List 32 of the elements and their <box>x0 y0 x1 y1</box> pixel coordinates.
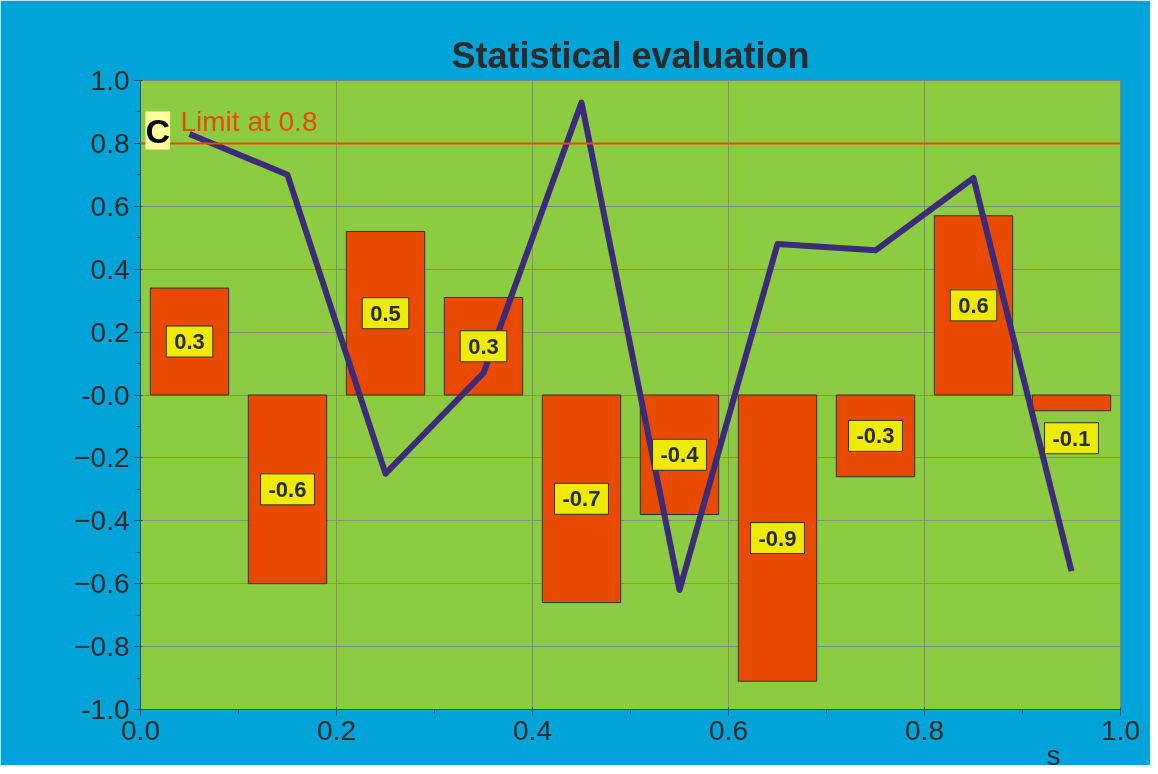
ref-line-label: Limit at 0.8 <box>180 106 318 138</box>
x-axis-title: s <box>1046 739 1061 771</box>
bar <box>737 394 818 682</box>
data-label: -0.6 <box>268 476 307 502</box>
data-label: 0.3 <box>174 329 205 355</box>
x-tick-label: 0.2 <box>317 714 356 746</box>
data-label: -0.4 <box>660 442 700 468</box>
y-tick-label: −0.4 <box>74 505 130 537</box>
y-tick-label: -0.0 <box>81 379 130 411</box>
annotation: C <box>145 111 171 150</box>
y-tick-label: 0.4 <box>90 253 130 285</box>
bar <box>541 394 622 604</box>
data-label: 0.6 <box>958 292 989 318</box>
y-tick-label: 0.2 <box>90 316 130 348</box>
data-label: 0.5 <box>370 300 401 326</box>
x-tick-label: 1.0 <box>1101 714 1140 746</box>
y-tick-label: −0.2 <box>74 442 130 474</box>
y-tick-label: −0.6 <box>74 568 130 600</box>
x-tick-label: 0.6 <box>709 714 748 746</box>
data-label: -0.3 <box>856 423 895 449</box>
y-tick-label: 0.6 <box>90 190 130 222</box>
data-label: -0.9 <box>758 525 797 551</box>
bar <box>1031 394 1112 412</box>
y-tick-label: 1.0 <box>90 65 130 96</box>
chart-title: Statistical evaluation <box>451 34 810 76</box>
x-tick-label: 0.4 <box>513 714 552 746</box>
data-label: -0.7 <box>562 486 601 512</box>
y-tick-label: −0.8 <box>74 631 130 663</box>
x-tick-label: 0.8 <box>905 714 944 746</box>
y-tick-label: 0.8 <box>90 127 130 159</box>
data-label: 0.3 <box>468 333 499 359</box>
data-label: -0.1 <box>1052 425 1091 451</box>
